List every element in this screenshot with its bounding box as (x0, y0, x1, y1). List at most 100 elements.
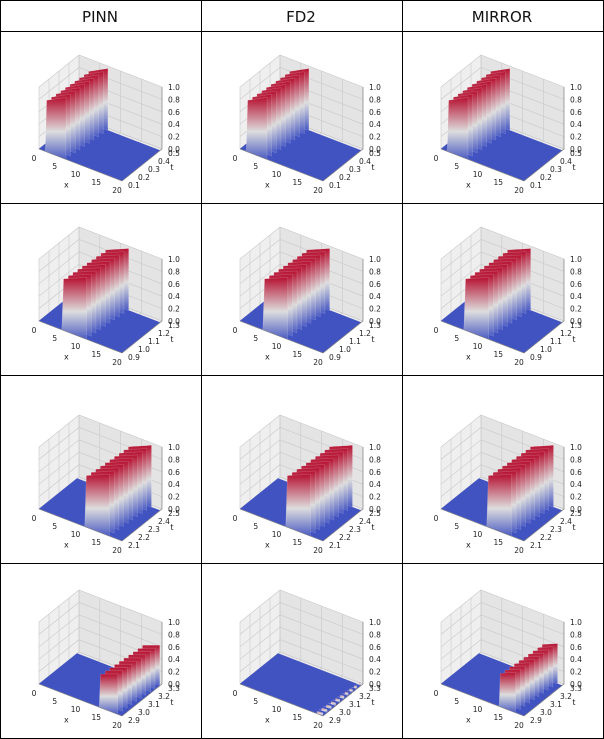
x-tick-label: 15 (493, 713, 503, 722)
t-tick-label: 2.2 (138, 533, 150, 542)
t-tick-label: 1.2 (158, 329, 170, 338)
z-tick-label: 0.0 (168, 505, 180, 514)
surface (240, 445, 361, 541)
surface-ribbon (323, 704, 332, 710)
surface-ribbon (42, 97, 67, 160)
x-tick-label: 5 (52, 334, 57, 343)
z-tick-label: 0.4 (168, 655, 180, 664)
t-tick-label: 3.3 (369, 684, 381, 693)
t-tick-label: 2.3 (148, 525, 160, 534)
table-hline (0, 375, 604, 376)
surface-plot-mirror: 051015200.91.01.11.21.30.00.20.40.60.81.… (434, 226, 582, 367)
surface-ribbon (337, 694, 345, 700)
surface-ribbon (346, 688, 353, 693)
t-tick-label: 0.2 (540, 173, 552, 182)
t-tick-label: 0.9 (329, 353, 341, 362)
t-axis-line (121, 320, 163, 354)
x-tick-label: 10 (473, 170, 483, 179)
z-tick-label: 0.2 (168, 668, 180, 677)
z-tick-label: 0.4 (369, 655, 381, 664)
t-tick-label: 1.0 (138, 345, 150, 354)
z-tick-label: 0.4 (570, 480, 582, 489)
x-axis-line (440, 148, 525, 182)
x-tick-label: 15 (493, 178, 503, 187)
z-tick-label: 0.0 (168, 317, 180, 326)
x-axis-label: x (265, 540, 270, 549)
t-axis-line (121, 148, 163, 182)
t-axis-label: t (572, 698, 575, 707)
z-tick-label: 0.4 (369, 120, 381, 129)
column-header-fd2: FD2 (286, 8, 316, 26)
z-tick-label: 0.8 (369, 455, 381, 464)
surface-ribbon (351, 685, 357, 690)
surface (39, 68, 160, 181)
z-tick-label: 1.0 (570, 443, 582, 452)
surface (240, 653, 362, 717)
z-tick-label: 0.0 (369, 145, 381, 154)
surface-ribbon (314, 711, 324, 717)
x-tick-label: 20 (514, 546, 524, 555)
x-axis-line (440, 508, 525, 542)
t-tick-label: 0.4 (359, 157, 371, 166)
t-axis-line (322, 683, 364, 717)
x-axis-label: x (466, 715, 471, 724)
x-axis-line (239, 508, 324, 542)
x-tick-label: 20 (313, 186, 323, 195)
x-tick-label: 20 (313, 546, 323, 555)
surface-ribbon (96, 673, 118, 715)
x-tick-label: 5 (253, 697, 258, 706)
x-axis-line (38, 148, 123, 182)
t-axis-line (322, 320, 364, 354)
t-tick-label: 2.3 (349, 525, 361, 534)
x-tick-label: 15 (292, 350, 302, 359)
z-tick-label: 0.2 (168, 493, 180, 502)
z-tick-label: 0.2 (570, 493, 582, 502)
z-tick-label: 0.4 (369, 480, 381, 489)
t-axis-line (322, 148, 364, 182)
z-tick-label: 0.2 (168, 133, 180, 142)
surface-ribbon (318, 707, 328, 713)
t-tick-label: 0.4 (560, 157, 572, 166)
t-tick-label: 3.3 (168, 684, 180, 693)
x-tick-label: 0 (233, 154, 238, 163)
t-tick-label: 1.2 (560, 329, 572, 338)
surface (441, 248, 562, 353)
z-tick-label: 0.6 (168, 468, 180, 477)
z-tick-label: 0.8 (570, 267, 582, 276)
x-tick-label: 0 (434, 689, 439, 698)
table-vline (201, 0, 202, 739)
t-axis-line (523, 320, 565, 354)
z-tick-label: 0.4 (168, 120, 180, 129)
z-tick-label: 0.6 (369, 280, 381, 289)
z-tick-label: 0.8 (570, 455, 582, 464)
t-tick-label: 3.2 (158, 692, 170, 701)
x-axis-label: x (466, 540, 471, 549)
z-tick-label: 0.4 (570, 120, 582, 129)
x-tick-label: 5 (454, 697, 459, 706)
t-tick-label: 2.1 (128, 541, 140, 550)
z-tick-label: 0.8 (168, 455, 180, 464)
column-header-mirror: MIRROR (471, 8, 533, 26)
x-tick-label: 10 (473, 342, 483, 351)
surface-ribbon (332, 698, 341, 703)
z-tick-label: 0.0 (369, 680, 381, 689)
t-axis-label: t (572, 523, 575, 532)
z-tick-label: 0.4 (570, 655, 582, 664)
x-tick-label: 5 (454, 334, 459, 343)
t-tick-label: 0.9 (530, 353, 542, 362)
t-tick-label: 3.2 (359, 692, 371, 701)
t-tick-label: 0.9 (128, 353, 140, 362)
z-tick-label: 0.6 (369, 108, 381, 117)
table-hline (0, 0, 604, 1)
x-tick-label: 15 (292, 713, 302, 722)
x-axis-line (38, 683, 123, 717)
surface-ribbon (82, 474, 110, 537)
z-tick-label: 0.6 (168, 280, 180, 289)
z-tick-label: 1.0 (168, 83, 180, 92)
x-tick-label: 0 (32, 326, 37, 335)
surface-ribbon (260, 277, 288, 340)
x-tick-label: 10 (473, 705, 483, 714)
x-tick-label: 20 (112, 358, 122, 367)
x-axis-label: x (466, 352, 471, 361)
x-tick-label: 10 (272, 705, 282, 714)
